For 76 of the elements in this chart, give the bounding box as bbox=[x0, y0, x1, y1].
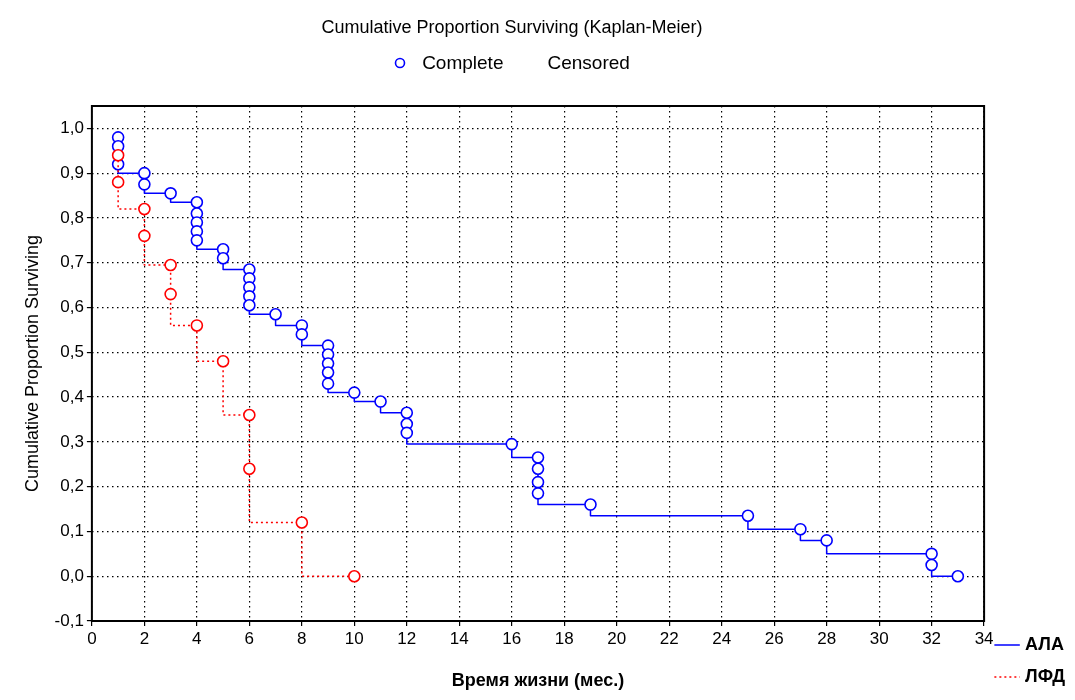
point bbox=[348, 569, 361, 583]
point bbox=[295, 328, 309, 341]
point bbox=[584, 498, 597, 511]
point bbox=[400, 426, 414, 440]
y-tick-label: 0,3 bbox=[60, 431, 84, 451]
point bbox=[138, 166, 151, 180]
x-tick-label: 14 bbox=[449, 628, 469, 648]
point bbox=[216, 251, 230, 265]
x-tick-label: 24 bbox=[712, 628, 732, 648]
point bbox=[190, 234, 204, 247]
y-tick-label: 0,0 bbox=[60, 565, 84, 585]
text: Complete bbox=[422, 52, 504, 74]
y-tick-label: 0,5 bbox=[60, 341, 84, 361]
x-tick-label: 18 bbox=[554, 628, 574, 648]
y-tick-label: 0,7 bbox=[60, 252, 84, 272]
y-tick-label: 0,6 bbox=[60, 297, 84, 317]
y-tick-label: 0,9 bbox=[60, 162, 84, 182]
point bbox=[295, 516, 309, 529]
point bbox=[794, 522, 807, 536]
x-axis-title: Время жизни (мес.) bbox=[451, 670, 625, 691]
point bbox=[820, 534, 833, 547]
y-tick-label: -0,1 bbox=[54, 610, 84, 630]
point bbox=[531, 451, 545, 464]
x-tick-label: 12 bbox=[397, 628, 417, 648]
y-tick-label: 0,1 bbox=[60, 521, 84, 541]
point bbox=[164, 187, 177, 200]
x-tick-label: 8 bbox=[297, 628, 307, 648]
x-tick-label: 26 bbox=[764, 628, 784, 648]
y-tick-label: 1,0 bbox=[60, 118, 84, 138]
point bbox=[531, 487, 545, 500]
x-tick-label: 10 bbox=[344, 628, 364, 648]
point bbox=[111, 148, 125, 162]
point bbox=[505, 437, 519, 451]
x-tick-label: 20 bbox=[607, 628, 627, 648]
y-tick-label: 0,4 bbox=[60, 386, 84, 406]
text: Censored bbox=[547, 52, 630, 74]
legend-label: ЛФД bbox=[1025, 665, 1066, 686]
x-tick-label: 2 bbox=[139, 628, 150, 648]
point bbox=[243, 462, 256, 476]
point bbox=[111, 175, 125, 189]
point bbox=[348, 386, 361, 399]
point bbox=[190, 319, 204, 332]
legend-label: АЛА bbox=[1025, 633, 1064, 654]
point bbox=[243, 408, 256, 422]
point bbox=[925, 558, 938, 572]
point bbox=[164, 287, 177, 301]
x-tick-label: 6 bbox=[244, 628, 255, 648]
x-tick-label: 32 bbox=[922, 628, 942, 648]
point bbox=[138, 178, 151, 191]
point bbox=[321, 366, 335, 379]
y-tick-label: 0,2 bbox=[60, 476, 84, 496]
chart-title: Cumulative Proportion Surviving (Kaplan-Meier) bbox=[320, 17, 704, 38]
y-axis-title: Cumulative Proportion Surviving bbox=[21, 234, 42, 493]
x-tick-label: 0 bbox=[87, 628, 97, 648]
point bbox=[531, 462, 545, 476]
point bbox=[190, 195, 204, 209]
point bbox=[925, 547, 938, 561]
point bbox=[138, 202, 151, 216]
point bbox=[321, 377, 335, 390]
x-tick-label: 16 bbox=[502, 628, 522, 648]
point bbox=[138, 229, 151, 243]
x-tick-label: 28 bbox=[817, 628, 837, 648]
point bbox=[951, 569, 965, 583]
x-tick-label: 22 bbox=[659, 628, 679, 648]
x-tick-label: 30 bbox=[869, 628, 889, 648]
y-tick-label: 0,8 bbox=[60, 207, 84, 227]
x-tick-label: 34 bbox=[974, 628, 994, 648]
point bbox=[269, 307, 282, 321]
point bbox=[531, 475, 545, 489]
point bbox=[374, 395, 387, 408]
point bbox=[216, 354, 230, 368]
point bbox=[400, 406, 414, 420]
point bbox=[243, 298, 256, 312]
point bbox=[741, 509, 755, 523]
point bbox=[164, 258, 177, 272]
x-tick-label: 4 bbox=[192, 628, 202, 648]
